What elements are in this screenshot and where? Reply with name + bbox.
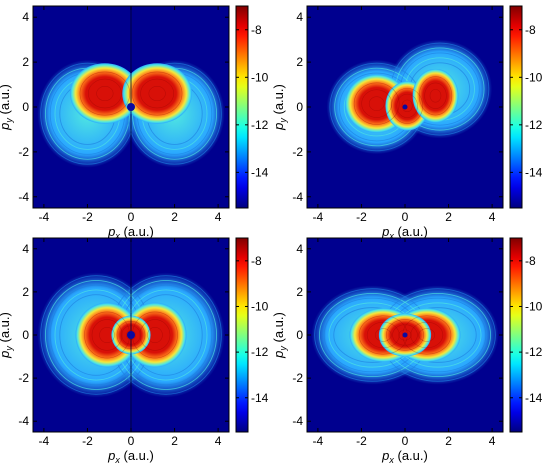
y-tick-label: 0 — [22, 100, 29, 114]
center-dot — [402, 332, 408, 338]
colorbar-tick-label: -14 — [251, 391, 269, 405]
panel-bottom-left: -4 -2 0 2 4 -4 -2 0 2 4 px (a.u.) py (a.u.) -8 -10 -12… — [0, 237, 269, 465]
x-tick-label: -2 — [356, 434, 367, 448]
y-axis-label: py (a.u.) — [271, 84, 288, 131]
y-tick-label: 4 — [296, 10, 303, 24]
x-tick-label: -2 — [356, 210, 367, 224]
y-tick-label: -4 — [18, 190, 29, 204]
y-tick-label: -2 — [18, 145, 29, 159]
center-dot — [127, 103, 135, 111]
colorbar-tick-label: -8 — [251, 23, 262, 37]
y-tick-label: 4 — [22, 242, 29, 256]
colorbar-tick-label: -10 — [251, 70, 269, 84]
colorbar-tick-label: -14 — [251, 165, 269, 179]
colorbar — [235, 237, 249, 433]
colorbar-tick-label: -14 — [525, 391, 543, 405]
x-tick-label: 0 — [402, 434, 409, 448]
x-axis-label: px (a.u.) — [107, 448, 154, 465]
colorbar-tick-label: -12 — [251, 118, 269, 132]
colorbar-tick-label: -8 — [251, 254, 262, 268]
x-tick-label: 4 — [489, 210, 496, 224]
x-tick-label: 0 — [128, 434, 135, 448]
x-tick-label: 4 — [489, 434, 496, 448]
heatmap-image — [326, 39, 493, 155]
x-tick-label: 0 — [128, 210, 135, 224]
colorbar-tick-label: -14 — [525, 165, 543, 179]
panel-bottom-right: -4 -2 0 2 4 -4 -2 0 2 4 px (a.u.) py (a.u.) -8 -10 -12… — [271, 237, 543, 465]
colorbar — [509, 5, 523, 209]
x-tick-label: 4 — [215, 210, 222, 224]
y-tick-label: -4 — [292, 414, 303, 428]
y-tick-label: -2 — [18, 371, 29, 385]
center-dot — [402, 104, 408, 110]
x-tick-label: 0 — [402, 210, 409, 224]
x-tick-label: 4 — [215, 434, 222, 448]
x-tick-label: -2 — [82, 210, 93, 224]
y-tick-label: -4 — [292, 190, 303, 204]
x-tick-label: -4 — [313, 434, 324, 448]
center-dot — [127, 331, 135, 339]
heatmap-image — [37, 238, 225, 432]
y-tick-label: 2 — [296, 285, 303, 299]
heatmap-image — [311, 285, 499, 385]
y-tick-label: 0 — [22, 328, 29, 342]
colorbar-tick-label: -10 — [525, 299, 543, 313]
y-tick-label: 2 — [22, 285, 29, 299]
x-tick-label: 2 — [445, 210, 452, 224]
x-tick-label: -4 — [39, 434, 50, 448]
colorbar-tick-label: -12 — [525, 345, 543, 359]
colorbar-tick-label: -10 — [251, 299, 269, 313]
y-tick-label: 2 — [22, 55, 29, 69]
y-axis-label: py (a.u.) — [0, 312, 14, 359]
x-axis-label: px (a.u.) — [381, 224, 428, 241]
colorbar-tick-label: -8 — [525, 23, 536, 37]
panel-top-right: -4 -2 0 2 4 -4 -2 0 2 4 px (a.u.) py (a.u.) -8 -10 -12… — [271, 5, 543, 241]
x-tick-label: -2 — [82, 434, 93, 448]
colorbar-tick-label: -12 — [525, 118, 543, 132]
x-tick-label: -4 — [313, 210, 324, 224]
colorbar — [235, 5, 249, 209]
colorbar-tick-label: -8 — [525, 254, 536, 268]
colorbar — [509, 237, 523, 433]
y-tick-label: 0 — [296, 100, 303, 114]
heatmap-image — [37, 6, 225, 208]
y-tick-label: -2 — [292, 371, 303, 385]
y-axis-label: py (a.u.) — [0, 84, 14, 131]
colorbar-tick-label: -10 — [525, 70, 543, 84]
x-tick-label: 2 — [171, 210, 178, 224]
x-axis-label: px (a.u.) — [107, 224, 154, 241]
y-axis-label: py (a.u.) — [271, 312, 288, 359]
y-tick-label: 4 — [22, 10, 29, 24]
x-tick-label: 2 — [171, 434, 178, 448]
y-tick-label: 2 — [296, 55, 303, 69]
colorbar-tick-label: -12 — [251, 345, 269, 359]
y-tick-label: 0 — [296, 328, 303, 342]
y-tick-label: 4 — [296, 242, 303, 256]
x-tick-label: 2 — [445, 434, 452, 448]
x-axis-label: px (a.u.) — [381, 448, 428, 465]
y-tick-label: -2 — [292, 145, 303, 159]
y-tick-label: -4 — [18, 414, 29, 428]
panel-top-left: -4 -2 0 2 4 -4 -2 0 2 4 px (a.u.) py (a.u.) -8 -10 -12… — [0, 5, 269, 241]
x-tick-label: -4 — [39, 210, 50, 224]
